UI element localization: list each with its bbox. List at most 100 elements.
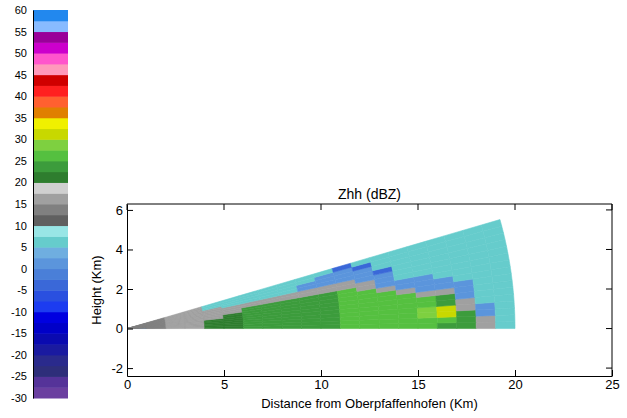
color-bar-tick: 0 [21,263,33,275]
cell [437,323,456,329]
color-bar-tick: 45 [15,69,33,81]
color-bar-swatch [33,226,68,237]
color-bar-tick-label: 40 [15,90,27,102]
cell [332,263,352,272]
color-bar-tick: -25 [11,370,33,382]
color-bar-swatch [33,118,68,129]
color-bar-tick-label: 60 [15,4,27,16]
cell [146,318,165,323]
color-bar-swatch [33,32,68,43]
color-bar-tick-label: 45 [15,69,27,81]
color-bar-swatch [33,96,68,107]
cell [220,296,239,303]
x-axis: 0510152025 [124,370,620,392]
y-tick-mark-right [606,289,612,290]
x-tick: 15 [411,370,425,392]
color-bar-swatch [33,366,68,377]
cell [183,307,202,313]
y-tick: 0 [116,321,133,336]
cell [164,313,183,319]
cell [202,301,221,308]
y-axis-title: Height (Km) [89,255,104,324]
color-bar-tick: 50 [15,47,33,59]
cell [369,252,389,262]
y-tick-label: 2 [116,282,123,297]
x-tick-label: 15 [411,377,425,392]
color-bar-tick-label: 20 [15,176,27,188]
color-bar-tick: -30 [11,392,33,404]
plot-frame [127,204,612,205]
color-bar-tick-label: -10 [11,306,27,318]
cell [295,274,315,282]
y-tick-label: 4 [116,242,123,257]
y-tick: -2 [111,361,133,376]
color-bar-swatch [33,75,68,86]
chart: -30-25-20-15-10-505101520253035404550556… [0,0,627,418]
y-axis-line [127,205,128,377]
x-tick: 20 [508,370,522,392]
cell [239,290,258,297]
y-tick-label: 6 [116,203,123,218]
color-bar-swatch [33,247,68,258]
color-bar-swatch [33,193,68,204]
cell [351,258,371,267]
color-bar-tick: -15 [11,327,33,339]
y-tick-mark [127,368,133,369]
color-bar-tick-label: -5 [17,284,27,296]
x-tick-mark-top [515,204,516,210]
x-axis-title: Distance from Oberpfaffenhofen (Km) [261,396,478,411]
cell [495,315,515,322]
color-bar-tick: 20 [15,176,33,188]
color-bar-tick-label: 35 [15,112,27,124]
y-tick-label: -2 [111,361,123,376]
y-tick: 6 [116,203,133,218]
cell [164,312,183,318]
color-bar-tick-label: -25 [11,370,27,382]
x-tick-mark-top [418,204,419,210]
y-tick: 2 [116,282,133,297]
cell [340,324,359,328]
color-bar-tick: 5 [21,241,33,253]
cell [276,280,295,288]
cell [399,323,418,328]
x-tick-mark-top [224,204,225,210]
cell [457,322,476,328]
x-tick-mark [515,370,516,376]
color-bar-swatch [33,10,68,21]
cell [444,230,464,241]
color-bar-swatch [33,161,68,172]
x-tick-mark-top [321,204,322,210]
x-tick-mark [612,370,613,376]
color-bar-tick: 55 [15,26,33,38]
color-bar-tick-label: 25 [15,155,27,167]
cell [481,220,501,232]
color-bar-tick: 30 [15,133,33,145]
y-tick: 4 [116,242,133,257]
color-bar-tick: -10 [11,306,33,318]
color-bar-swatch [33,236,68,247]
color-bar-tick: 10 [15,220,33,232]
color-bar-swatch [33,139,68,150]
color-bar-swatch [33,279,68,290]
color-bar-tick-label: 50 [15,47,27,59]
color-bar-tick-label: -20 [11,349,27,361]
color-bar-tick-label: 5 [21,241,27,253]
y-tick-mark-right [606,209,612,210]
x-tick-label: 10 [314,377,328,392]
cell [476,315,496,322]
cell [425,236,445,247]
color-bar-swatch [33,129,68,140]
color-bar-tick: -20 [11,349,33,361]
color-bar-swatch [33,21,68,32]
color-bar-swatch [33,182,68,193]
color-bar-tick-label: 55 [15,26,27,38]
y-tick-mark-right [606,368,612,369]
color-bar-tick-label: 0 [21,263,27,275]
y-axis: -2 0 2 4 6 [111,203,133,377]
y-tick-label: 0 [116,321,123,336]
color-bar-swatch [33,42,68,53]
cell [407,241,427,251]
x-tick: 25 [605,370,619,392]
color-bar-swatch [33,344,68,355]
color-bar-swatch [33,258,68,269]
